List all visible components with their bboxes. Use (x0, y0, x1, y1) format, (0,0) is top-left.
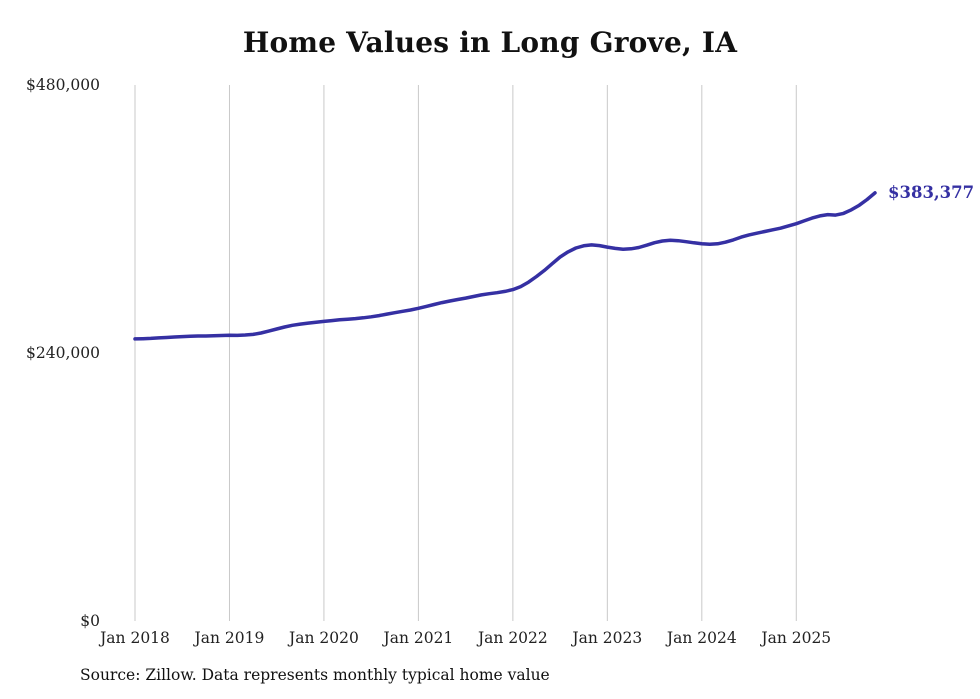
y-axis-tick-label: $0 (80, 612, 100, 630)
end-value-label: $383,377 (888, 183, 974, 202)
x-axis-tick-label: Jan 2023 (570, 629, 642, 647)
x-axis-tick-label: Jan 2024 (665, 629, 737, 647)
x-axis-tick-label: Jan 2022 (476, 629, 548, 647)
home-value-series-line (133, 191, 877, 341)
x-axis-tick-label: Jan 2020 (287, 629, 359, 647)
y-axis-tick-label: $480,000 (26, 76, 100, 94)
y-axis-tick-label: $240,000 (26, 344, 100, 362)
chart-title: Home Values in Long Grove, IA (242, 26, 738, 59)
source-note: Source: Zillow. Data represents monthly … (80, 666, 550, 684)
x-axis-tick-label: Jan 2025 (759, 629, 831, 647)
x-axis-tick-label: Jan 2018 (98, 629, 170, 647)
x-axis-tick-label: Jan 2021 (381, 629, 453, 647)
home-values-chart: $0 $240,000 $480,000 Jan 2018 Jan 2019 Jan 20… (26, 76, 974, 647)
x-axis-tick-label: Jan 2019 (193, 629, 265, 647)
